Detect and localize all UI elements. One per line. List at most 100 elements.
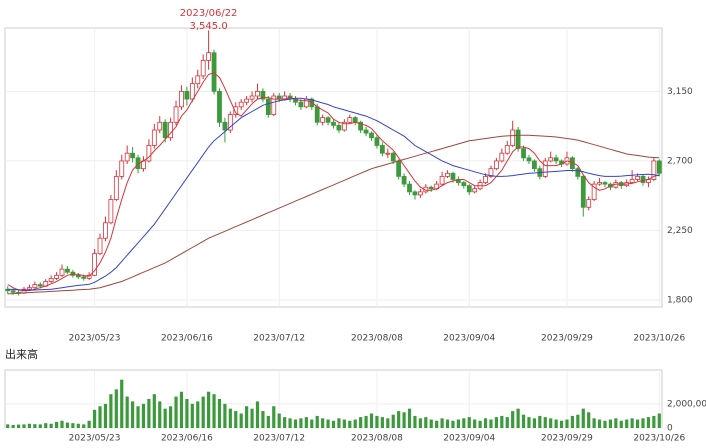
volume-bar [532, 418, 537, 428]
volume-bar [511, 411, 515, 428]
candle-body [629, 179, 635, 183]
volume-bar [348, 420, 352, 428]
candle-body [271, 95, 277, 115]
candle-body [238, 101, 244, 108]
x-tick-label: 2023/09/29 [541, 334, 593, 344]
candle-body [379, 145, 385, 154]
volume-bar [27, 423, 32, 428]
volume-bar [60, 420, 64, 428]
volume-bar [646, 417, 651, 428]
y-tick-label: 3,150 [667, 87, 693, 97]
volume-bar [44, 423, 48, 428]
candle-body [184, 90, 190, 100]
volume-bar [516, 408, 520, 428]
volume-bar [402, 412, 406, 428]
candle-body [162, 121, 168, 139]
annotation-date: 2023/06/22 [180, 8, 238, 19]
volume-bar [429, 419, 433, 428]
volume-bar [380, 417, 384, 428]
volume-bar [6, 424, 10, 428]
x-tick-label: 2023/10/26 [633, 334, 685, 344]
candle-body [461, 182, 467, 187]
volume-bar [245, 406, 249, 428]
candle-body [92, 253, 97, 276]
candle-body [336, 124, 342, 131]
volume-bar [255, 401, 260, 428]
volume-bar [315, 415, 319, 428]
volume-bar [576, 414, 580, 428]
candle-body [656, 160, 662, 174]
volume-bar [87, 420, 91, 428]
candle-body [640, 175, 646, 183]
volume-bar [321, 418, 325, 428]
volume-bar [272, 406, 276, 428]
volume-bar [418, 418, 422, 428]
volume-bar [228, 408, 232, 428]
volume-bar [641, 418, 645, 428]
candle-body [103, 222, 108, 239]
volume-bar [559, 420, 564, 428]
volume-bar [597, 419, 602, 428]
volume-bar [608, 419, 613, 428]
candle-body [309, 98, 315, 108]
volume-bar [483, 418, 488, 428]
volume-bar [185, 399, 189, 428]
candle-body [407, 183, 412, 193]
volume-bar [190, 403, 194, 428]
x-tick-label: 2023/09/04 [443, 434, 495, 444]
volume-bar [386, 418, 390, 428]
candle-body [298, 101, 304, 108]
candle-body [97, 237, 103, 255]
y-tick-label: 2,000,000 [667, 399, 706, 409]
volume-bar [261, 411, 265, 428]
candle-body [211, 52, 217, 92]
candle-body [412, 191, 418, 196]
volume-bar [489, 419, 493, 428]
volume-bar [592, 418, 596, 428]
volume-bar [207, 391, 211, 428]
volume-bar [554, 419, 558, 428]
volume-bar [478, 420, 482, 428]
candle-body [37, 284, 43, 287]
x-tick-label: 2023/07/12 [253, 434, 305, 444]
volume-bar [141, 403, 146, 428]
candle-body [81, 276, 87, 279]
candle-body [483, 175, 488, 183]
volume-bar [54, 421, 59, 428]
candle-body [200, 60, 206, 77]
moving-average [7, 97, 660, 291]
volume-bar [196, 401, 200, 428]
candle-body [260, 90, 266, 100]
volume-bar [424, 417, 428, 428]
y-tick-label: 2,250 [667, 226, 693, 236]
candle-body [32, 284, 38, 289]
candle-body [504, 145, 510, 154]
volume-bar [614, 418, 618, 428]
volume-bar [92, 409, 97, 428]
volume-bar [337, 418, 341, 428]
volume-bar [217, 399, 222, 428]
volume-bar [456, 419, 460, 428]
candle-body [341, 121, 347, 131]
candle-body [472, 188, 478, 193]
volume-bar [71, 423, 75, 428]
volume-bar [369, 413, 374, 428]
candle-body [206, 52, 212, 61]
candle-body [390, 152, 396, 162]
x-tick-label: 2023/10/26 [633, 434, 685, 444]
volume-bar [581, 408, 585, 428]
volume-bar [152, 394, 156, 428]
volume-bar [407, 408, 412, 428]
volume-bar [299, 418, 303, 428]
volume-bar [570, 415, 575, 428]
candle-body [385, 152, 391, 155]
volume-bar [234, 411, 238, 428]
candle-body [249, 95, 255, 100]
volume-bar [277, 413, 281, 428]
candle-body [157, 121, 163, 131]
volume-bar [527, 417, 531, 428]
volume-bar [413, 415, 417, 428]
volume-bar [65, 422, 70, 428]
volume-bar [120, 379, 124, 428]
